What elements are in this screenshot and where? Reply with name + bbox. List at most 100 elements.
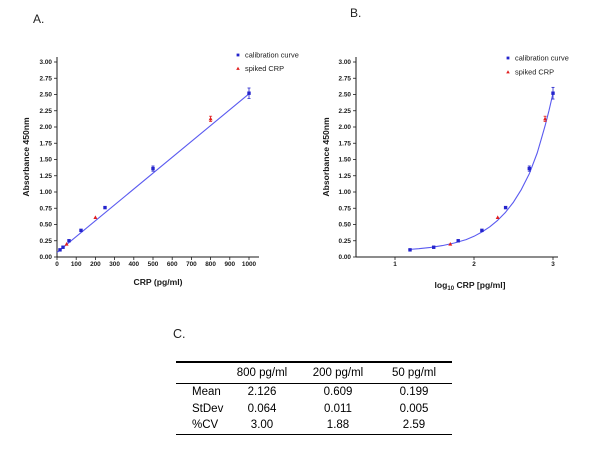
x-tick-label: 800 <box>205 261 216 268</box>
legend-label: calibration curve <box>515 53 569 62</box>
y-tick-label: 1.25 <box>40 173 53 180</box>
chart-a-calibration-linear: 0.00 0.25 0.50 0.75 1.00 1.25 1.50 1.75 2.00 2.25… <box>21 50 299 287</box>
data-point-square <box>61 245 65 249</box>
data-point-square <box>527 166 532 171</box>
y-tick-label: 1.25 <box>339 173 352 180</box>
stats-corner-cell <box>176 362 224 384</box>
stats-row: Mean 2.126 0.609 0.199 <box>176 383 452 400</box>
data-point-triangle <box>543 116 548 121</box>
data-point-triangle <box>93 215 98 220</box>
chart-b-calibration-log: 0.00 0.25 0.50 0.75 1.00 1.25 1.50 1.75 2.00 2.25… <box>321 53 569 292</box>
data-point-triangle <box>208 116 213 121</box>
x-tick-label: 400 <box>128 261 139 268</box>
stats-row: StDev 0.064 0.011 0.005 <box>176 400 452 417</box>
data-point-square <box>247 91 251 95</box>
stats-value-cell: 0.005 <box>399 402 429 415</box>
fit-curve <box>408 93 554 251</box>
y-tick-label: 2.25 <box>339 108 352 115</box>
panel-a-label: A. <box>33 12 45 26</box>
y-tick-label: 2.75 <box>40 75 53 82</box>
stats-table-container: 800 pg/ml 200 pg/ml 50 pg/ml Mean 2.126 0.609… <box>176 361 452 435</box>
panel-c-label: C. <box>173 327 186 341</box>
x-tick-label: 1 <box>393 261 397 268</box>
stats-header-row: 800 pg/ml 200 pg/ml 50 pg/ml <box>176 362 452 384</box>
x-tick-label: 600 <box>167 261 178 268</box>
y-tick-label: 1.75 <box>40 140 53 147</box>
y-tick-label: 2.50 <box>339 92 352 99</box>
stats-value-cell: 3.00 <box>250 419 274 432</box>
y-tick-label: 2.00 <box>339 124 352 131</box>
x-tick-label: 700 <box>186 261 197 268</box>
y-tick-label: 0.50 <box>339 222 352 229</box>
stats-row-label: %CV <box>192 419 219 432</box>
y-tick-label: 1.50 <box>339 157 352 164</box>
y-tick-label: 3.00 <box>339 59 352 66</box>
stats-value-cell: 2.59 <box>402 419 426 432</box>
data-point-triangle <box>64 241 69 246</box>
legend-label: calibration curve <box>245 50 299 59</box>
y-tick-label: 0.50 <box>40 222 53 229</box>
legend-label: spiked CRP <box>515 67 554 76</box>
x-tick-label: 500 <box>148 261 159 268</box>
x-tick-label: 1000 <box>242 261 257 268</box>
legend-label: spiked CRP <box>245 64 284 73</box>
data-point-square <box>456 239 460 243</box>
data-point-triangle <box>495 215 500 220</box>
y-tick-label: 0.00 <box>339 254 352 261</box>
stats-value-cell: 0.064 <box>247 402 277 415</box>
x-tick-label: 100 <box>71 261 82 268</box>
stats-row-label: Mean <box>192 385 221 398</box>
y-axis-title: Absorbance 450nm <box>321 117 331 197</box>
y-tick-label: 0.00 <box>40 254 53 261</box>
data-point-square <box>67 239 71 243</box>
legend-triangle-marker <box>236 66 240 70</box>
panel-b-label: B. <box>350 6 362 20</box>
stats-value-cell: 1.88 <box>326 419 350 432</box>
data-point-square <box>151 166 155 171</box>
y-tick-label: 1.50 <box>40 157 53 164</box>
y-tick-label: 1.00 <box>339 189 352 196</box>
stats-value-cell: 2.126 <box>247 385 277 398</box>
y-tick-label: 1.00 <box>40 189 53 196</box>
y-tick-label: 3.00 <box>40 59 53 66</box>
data-point-square <box>79 228 83 233</box>
stats-col-header: 200 pg/ml <box>300 362 376 384</box>
stats-value-cell: 0.609 <box>323 385 353 398</box>
data-point-square <box>480 228 484 233</box>
fit-line <box>56 93 250 253</box>
legend-triangle-marker <box>506 70 510 74</box>
data-point-square <box>103 205 107 210</box>
data-point-triangle <box>448 241 453 246</box>
y-tick-label: 2.25 <box>40 108 53 115</box>
stats-value-cell: 0.011 <box>324 402 352 415</box>
stats-col-header: 50 pg/ml <box>376 362 452 384</box>
legend-square-marker <box>236 53 240 57</box>
stats-row-label: StDev <box>192 402 224 415</box>
y-tick-label: 0.75 <box>40 205 53 212</box>
y-tick-label: 2.75 <box>339 75 352 82</box>
x-tick-label: 900 <box>224 261 235 268</box>
stats-col-header: 800 pg/ml <box>224 362 300 384</box>
data-point-square <box>408 248 412 252</box>
x-axis-title: log10 CRP [pg/ml] <box>435 280 506 292</box>
stats-value-cell: 0.199 <box>399 385 429 398</box>
x-tick-label: 200 <box>90 261 101 268</box>
stats-row: %CV 3.00 1.88 2.59 <box>176 417 452 434</box>
x-tick-label: 2 <box>472 261 476 268</box>
data-point-square <box>503 205 508 210</box>
x-axis-title: CRP (pg/ml) <box>133 277 182 287</box>
data-point-square <box>551 91 555 95</box>
legend-square-marker <box>506 56 510 60</box>
x-tick-label: 0 <box>55 261 59 268</box>
y-tick-label: 1.75 <box>339 140 352 147</box>
y-tick-label: 0.25 <box>339 238 352 245</box>
y-axis-title: Absorbance 450nm <box>21 117 31 197</box>
y-tick-label: 0.75 <box>339 205 352 212</box>
data-point-square <box>432 245 436 249</box>
stats-table: 800 pg/ml 200 pg/ml 50 pg/ml Mean 2.126 0.609… <box>176 361 452 435</box>
x-tick-label: 300 <box>109 261 120 268</box>
data-point-square <box>58 248 62 252</box>
y-tick-label: 2.50 <box>40 92 53 99</box>
y-tick-label: 0.25 <box>40 238 53 245</box>
